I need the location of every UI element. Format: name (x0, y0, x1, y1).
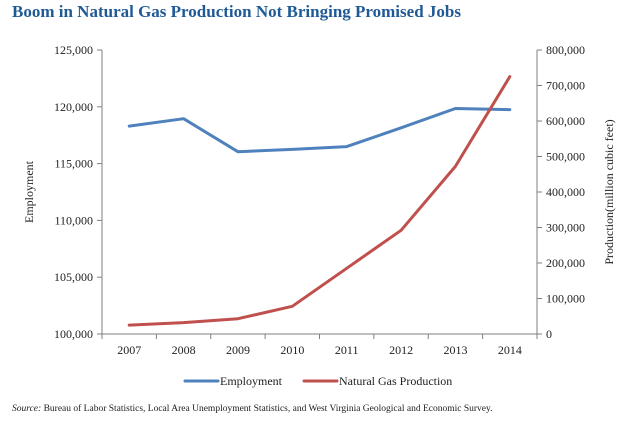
x-axis-tick-label: 2010 (280, 343, 304, 357)
x-axis-tick-label: 2011 (335, 343, 359, 357)
right-axis-tick-label: 200,000 (546, 256, 585, 270)
left-axis-title: Employment (22, 160, 36, 223)
left-axis-tick-label: 115,000 (54, 157, 93, 171)
chart-legend: Employment Natural Gas Production (183, 374, 452, 388)
source-note: Source: Bureau of Labor Statistics, Loca… (12, 404, 493, 414)
chart-lines (127, 75, 512, 327)
series-line-natural-gas-production (127, 75, 512, 327)
legend-label: Employment (220, 374, 283, 388)
left-axis-tick-label: 105,000 (54, 270, 93, 284)
source-text: Bureau of Labor Statistics, Local Area U… (41, 404, 493, 414)
series-line-employment (127, 107, 512, 154)
x-axis-tick-label: 2012 (389, 343, 413, 357)
left-axis-tick-label: 110,000 (54, 213, 93, 227)
x-axis-tick-label: 2008 (172, 343, 196, 357)
left-axis-tick-label: 100,000 (54, 327, 93, 341)
right-axis-tick-label: 700,000 (546, 79, 585, 93)
x-axis-tick-label: 2013 (443, 343, 467, 357)
right-axis-tick-label: 300,000 (546, 221, 585, 235)
legend-label: Natural Gas Production (339, 374, 452, 388)
right-axis-tick-label: 600,000 (546, 114, 585, 128)
source-label: Source: (12, 404, 42, 414)
right-axis-tick-label: 400,000 (546, 185, 585, 199)
right-axis-title: Production(million cubic feet) (602, 119, 616, 264)
right-axis-tick-label: 800,000 (546, 43, 585, 57)
x-axis-tick-label: 2009 (226, 343, 250, 357)
left-axis-tick-label: 125,000 (54, 43, 93, 57)
chart-title: Boom in Natural Gas Production Not Bring… (12, 2, 461, 21)
right-axis-tick-label: 0 (546, 327, 552, 341)
right-axis-tick-label: 100,000 (546, 292, 585, 306)
chart-axes: 100,000 105,000 110,000 115,000 120,000 125,0… (22, 43, 616, 357)
right-axis-tick-label: 500,000 (546, 150, 585, 164)
x-axis-tick-label: 2014 (498, 343, 522, 357)
x-axis-tick-label: 2007 (117, 343, 141, 357)
left-axis-tick-label: 120,000 (54, 100, 93, 114)
